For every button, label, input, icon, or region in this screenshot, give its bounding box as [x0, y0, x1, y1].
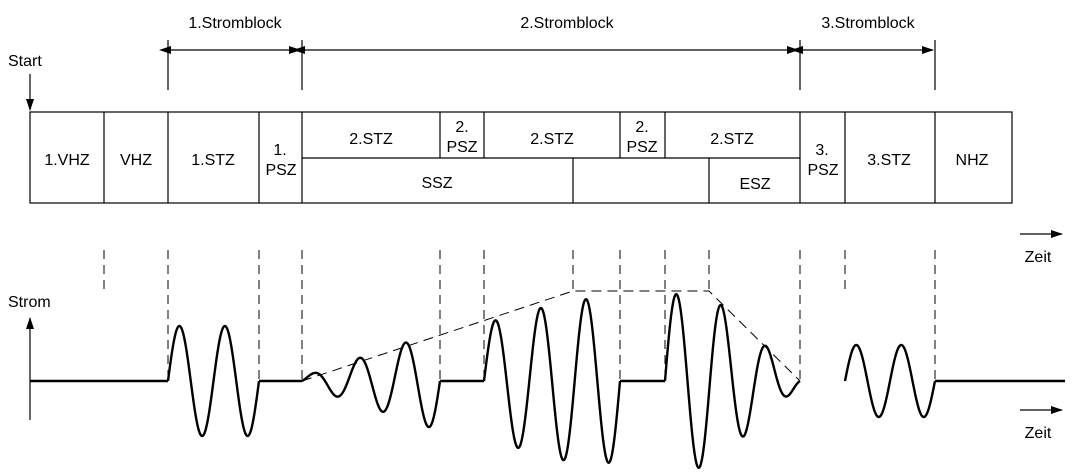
current-waveform [30, 293, 1065, 469]
block-1-label: 1.Stromblock [188, 15, 282, 32]
block-2-label: 2.Stromblock [520, 15, 614, 32]
segment-1-vhz: 1.VHZ [44, 152, 90, 169]
current-label: Strom [8, 294, 51, 311]
waveform-upslope [301, 341, 442, 429]
segment-3-psz-label: PSZ [807, 162, 838, 179]
segment-vhz: VHZ [120, 152, 152, 169]
segment-2-stz-second: 2.STZ [530, 131, 574, 148]
time-label-bottom: Zeit [1025, 425, 1052, 442]
block-3-label: 3.Stromblock [821, 15, 915, 32]
start-label: Start [8, 53, 42, 70]
waveform-downslope [663, 293, 801, 469]
segment-ssz: SSZ [421, 175, 452, 192]
waveform-2-stz-middle [482, 298, 622, 464]
segment-1-psz-number: 1. [273, 142, 286, 159]
segment-nhz: NHZ [956, 152, 989, 169]
waveform-3-stz [843, 343, 937, 419]
segment-1-psz-label: PSZ [265, 162, 296, 179]
dashed-guide-lines [103, 250, 936, 381]
current-envelope [301, 290, 801, 382]
segment-2-psz-b-number: 2. [635, 119, 648, 136]
segment-2-stz-third: 2.STZ [710, 131, 754, 148]
segment-3-psz-number: 3. [815, 142, 828, 159]
segment-2-psz-a-label: PSZ [446, 139, 477, 156]
segment-3-stz: 3.STZ [867, 152, 911, 169]
segment-2-psz-b-label: PSZ [626, 139, 657, 156]
segment-2-psz-a-number: 2. [455, 119, 468, 136]
waveform-1-stz [166, 324, 261, 438]
block-extent-ticks [167, 40, 936, 90]
time-label-top: Zeit [1025, 249, 1052, 266]
sequence-boxes [29, 111, 1013, 204]
segment-esz: ESZ [739, 176, 770, 193]
segment-2-stz-first: 2.STZ [349, 131, 393, 148]
segment-1-stz: 1.STZ [191, 152, 235, 169]
